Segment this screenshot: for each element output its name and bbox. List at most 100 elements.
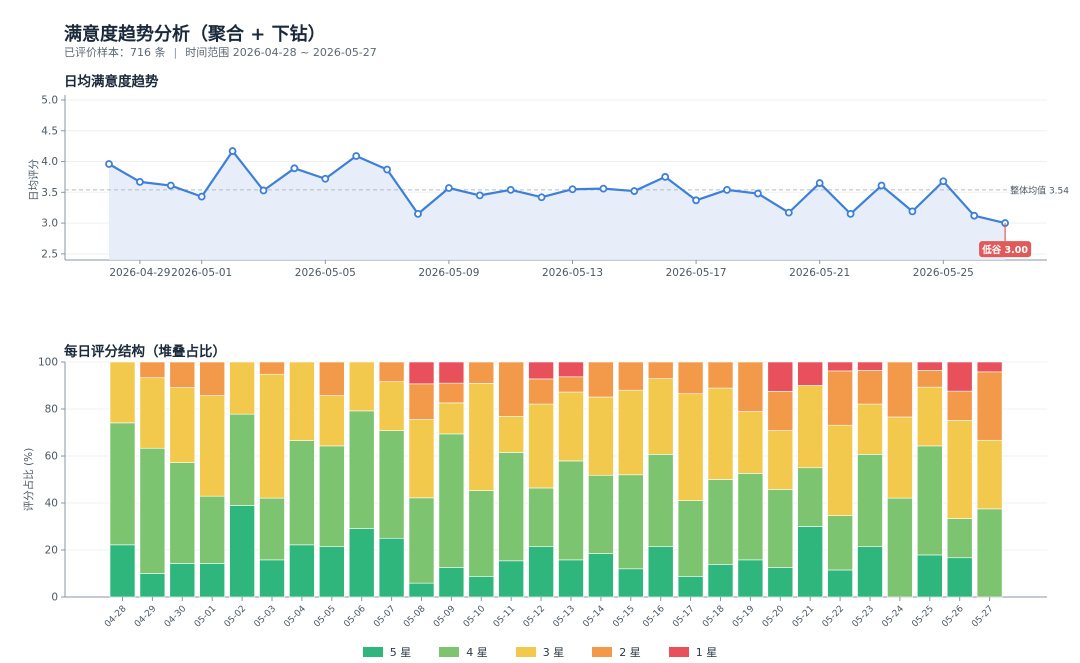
bar-segment	[946, 390, 973, 421]
x-tick-label: 2026-05-01	[171, 267, 232, 279]
data-point	[475, 191, 484, 200]
sample-count: 已评价样本：716 条	[64, 46, 166, 59]
bar-segment	[767, 391, 794, 431]
bar-segment	[797, 361, 824, 386]
x-tick-label: 05-19	[731, 604, 757, 630]
x-tick-label: 05-08	[402, 604, 428, 630]
bar-segment	[916, 554, 943, 598]
y-tick-label: 2.5	[41, 248, 58, 260]
data-point	[754, 189, 762, 198]
bar-segment	[259, 361, 285, 375]
data-point	[599, 184, 608, 193]
page-subtitle: 已评价样本：716 条 | 时间范围 2026-04-28 ~ 2026-05-27	[64, 44, 377, 60]
bar-segment	[588, 553, 614, 598]
bar-segment	[109, 361, 136, 424]
x-tick-label: 05-03	[253, 604, 279, 630]
legend-label: 4 星	[466, 646, 488, 659]
bar-segment	[617, 474, 644, 570]
bar-segment	[109, 544, 136, 598]
x-tick-label: 05-09	[432, 604, 458, 630]
data-point	[166, 181, 175, 190]
legend-label: 3 星	[542, 646, 565, 659]
bar-segment	[199, 395, 225, 497]
bar-segment	[617, 389, 644, 476]
mean-label: 整体均值 3.54	[1010, 184, 1069, 196]
data-point	[877, 181, 886, 190]
y-tick-label: 80	[45, 404, 58, 416]
trend-line	[108, 149, 1006, 225]
bar-segment	[916, 445, 943, 556]
bar-segment	[408, 383, 435, 420]
bar-segment	[677, 576, 704, 598]
bar-segment	[946, 420, 973, 519]
y-tick-label: 4.0	[41, 156, 58, 168]
bar-segment	[408, 582, 435, 598]
y-tick-label: 0	[51, 592, 58, 604]
bar-segment	[528, 403, 554, 489]
legend-swatch	[592, 647, 613, 657]
bar-segment	[677, 361, 704, 395]
data-point	[506, 185, 515, 194]
x-tick-label: 2026-05-09	[418, 267, 479, 279]
structure-chart-title: 每日评分结构（堆叠占比）	[64, 344, 226, 360]
bar-segment	[946, 361, 973, 392]
bar-segment	[976, 371, 1003, 441]
bar-segment	[468, 361, 495, 384]
bar-segment	[259, 497, 285, 561]
x-tick-label: 2026-05-13	[542, 267, 603, 279]
bar-segment	[139, 361, 166, 379]
bar-segment	[558, 376, 584, 393]
y-tick-label: 3.5	[41, 187, 58, 199]
y-axis-title: 评分占比 (%)	[22, 448, 35, 512]
bar-segment	[558, 361, 584, 378]
bar-segment	[528, 378, 554, 405]
bar-segment	[797, 467, 824, 527]
bar-segment	[408, 361, 435, 385]
bar-segment	[946, 518, 973, 559]
x-tick-label: 05-10	[462, 604, 488, 630]
bar-segment	[199, 563, 225, 598]
data-point	[414, 209, 422, 218]
bar-segment	[259, 559, 285, 598]
bar-segment	[528, 546, 554, 598]
x-tick-label: 05-15	[611, 604, 637, 630]
bar-segment	[229, 413, 255, 506]
bar-segment	[229, 505, 255, 598]
bar-segment	[946, 557, 973, 598]
y-tick-label: 4.5	[41, 125, 58, 137]
bar-segment	[438, 361, 465, 384]
bar-segment	[707, 387, 734, 480]
x-tick-label: 05-14	[581, 604, 607, 630]
time-range: 时间范围 2026-04-28 ~ 2026-05-27	[185, 46, 377, 59]
bar-segment	[767, 361, 794, 392]
bar-segment	[767, 567, 794, 598]
trend-chart-title: 日均满意度趋势	[64, 74, 159, 90]
y-tick-label: 3.0	[41, 218, 58, 230]
bar-segment	[887, 416, 913, 499]
bar-segment	[498, 560, 525, 598]
bar-segment	[677, 500, 704, 577]
bar-segment	[707, 479, 734, 565]
bar-segment	[857, 546, 883, 598]
x-tick-label: 2026-05-17	[666, 267, 727, 279]
bar-segment	[588, 474, 614, 554]
bar-segment	[139, 377, 166, 449]
x-tick-label: 05-26	[940, 604, 966, 630]
bar-segment	[737, 559, 764, 598]
x-tick-label: 05-23	[851, 604, 877, 630]
data-point	[692, 196, 700, 205]
data-point	[228, 147, 237, 155]
bar-segment	[199, 495, 225, 564]
data-point	[321, 174, 330, 183]
data-point	[846, 209, 855, 218]
data-point	[815, 179, 824, 187]
bar-segment	[289, 544, 315, 598]
x-tick-label: 05-16	[641, 604, 667, 630]
bar-segment	[438, 567, 465, 598]
x-tick-label: 05-11	[492, 604, 518, 630]
data-point	[352, 152, 361, 160]
data-point	[939, 177, 948, 186]
bar-segment	[378, 381, 405, 431]
x-tick-label: 05-02	[223, 604, 249, 630]
